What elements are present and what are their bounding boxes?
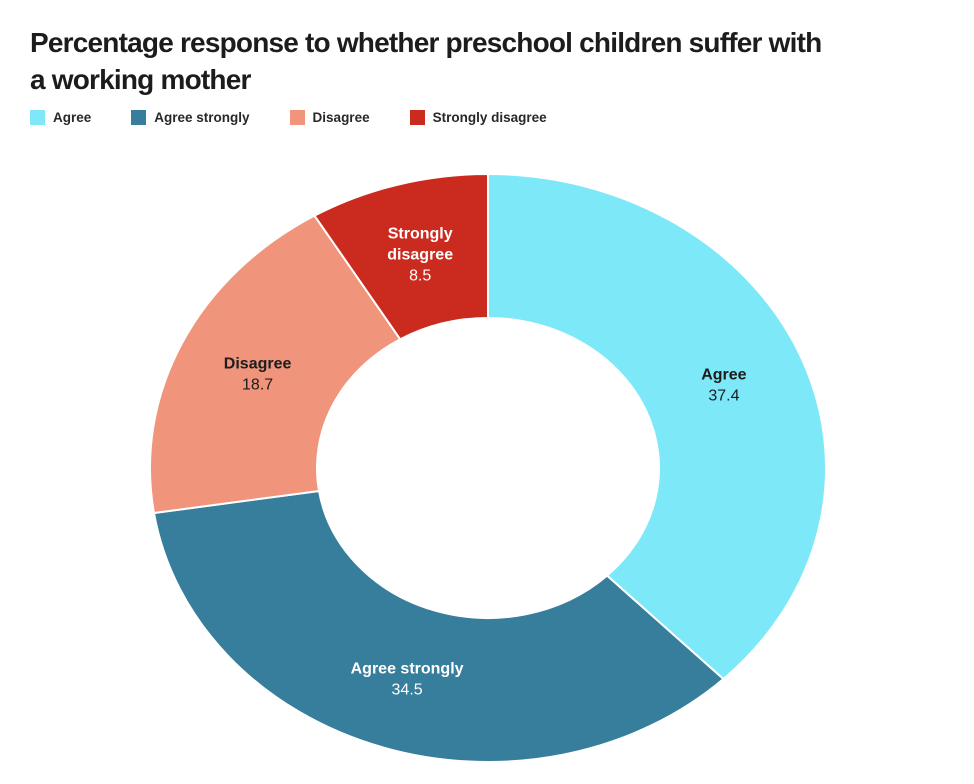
legend-item-strongly-disagree[interactable]: Strongly disagree [409,110,547,125]
legend-label: Agree [53,110,92,125]
slice-agree[interactable] [487,173,828,680]
slice-label-disagree: Disagree 18.7 [224,356,292,394]
slice-label-agree-strongly: Agree strongly 34.5 [351,661,464,699]
slice-label-agree: Agree 37.4 [701,367,746,405]
legend-item-agree-strongly[interactable]: Agree strongly [131,110,250,125]
legend: Agree Agree strongly Disagree Strongly disa… [30,110,547,125]
legend-swatch-icon [409,110,425,125]
legend-swatch-icon [289,110,305,125]
legend-item-agree[interactable]: Agree [30,110,91,125]
legend-swatch-icon [131,110,147,125]
slice-label-strongly-disagree: Strongly disagree 8.5 [387,226,453,285]
slice-agree-strongly[interactable] [152,489,725,763]
legend-label: Strongly disagree [432,110,547,125]
legend-item-disagree[interactable]: Disagree [289,110,370,125]
chart-title: Percentage response to whether preschool… [30,27,822,95]
legend-label: Agree strongly [154,110,250,125]
slice-strongly-disagree[interactable] [313,173,489,341]
legend-label: Disagree [312,110,370,125]
legend-swatch-icon [30,110,45,125]
slice-disagree[interactable] [149,214,402,515]
